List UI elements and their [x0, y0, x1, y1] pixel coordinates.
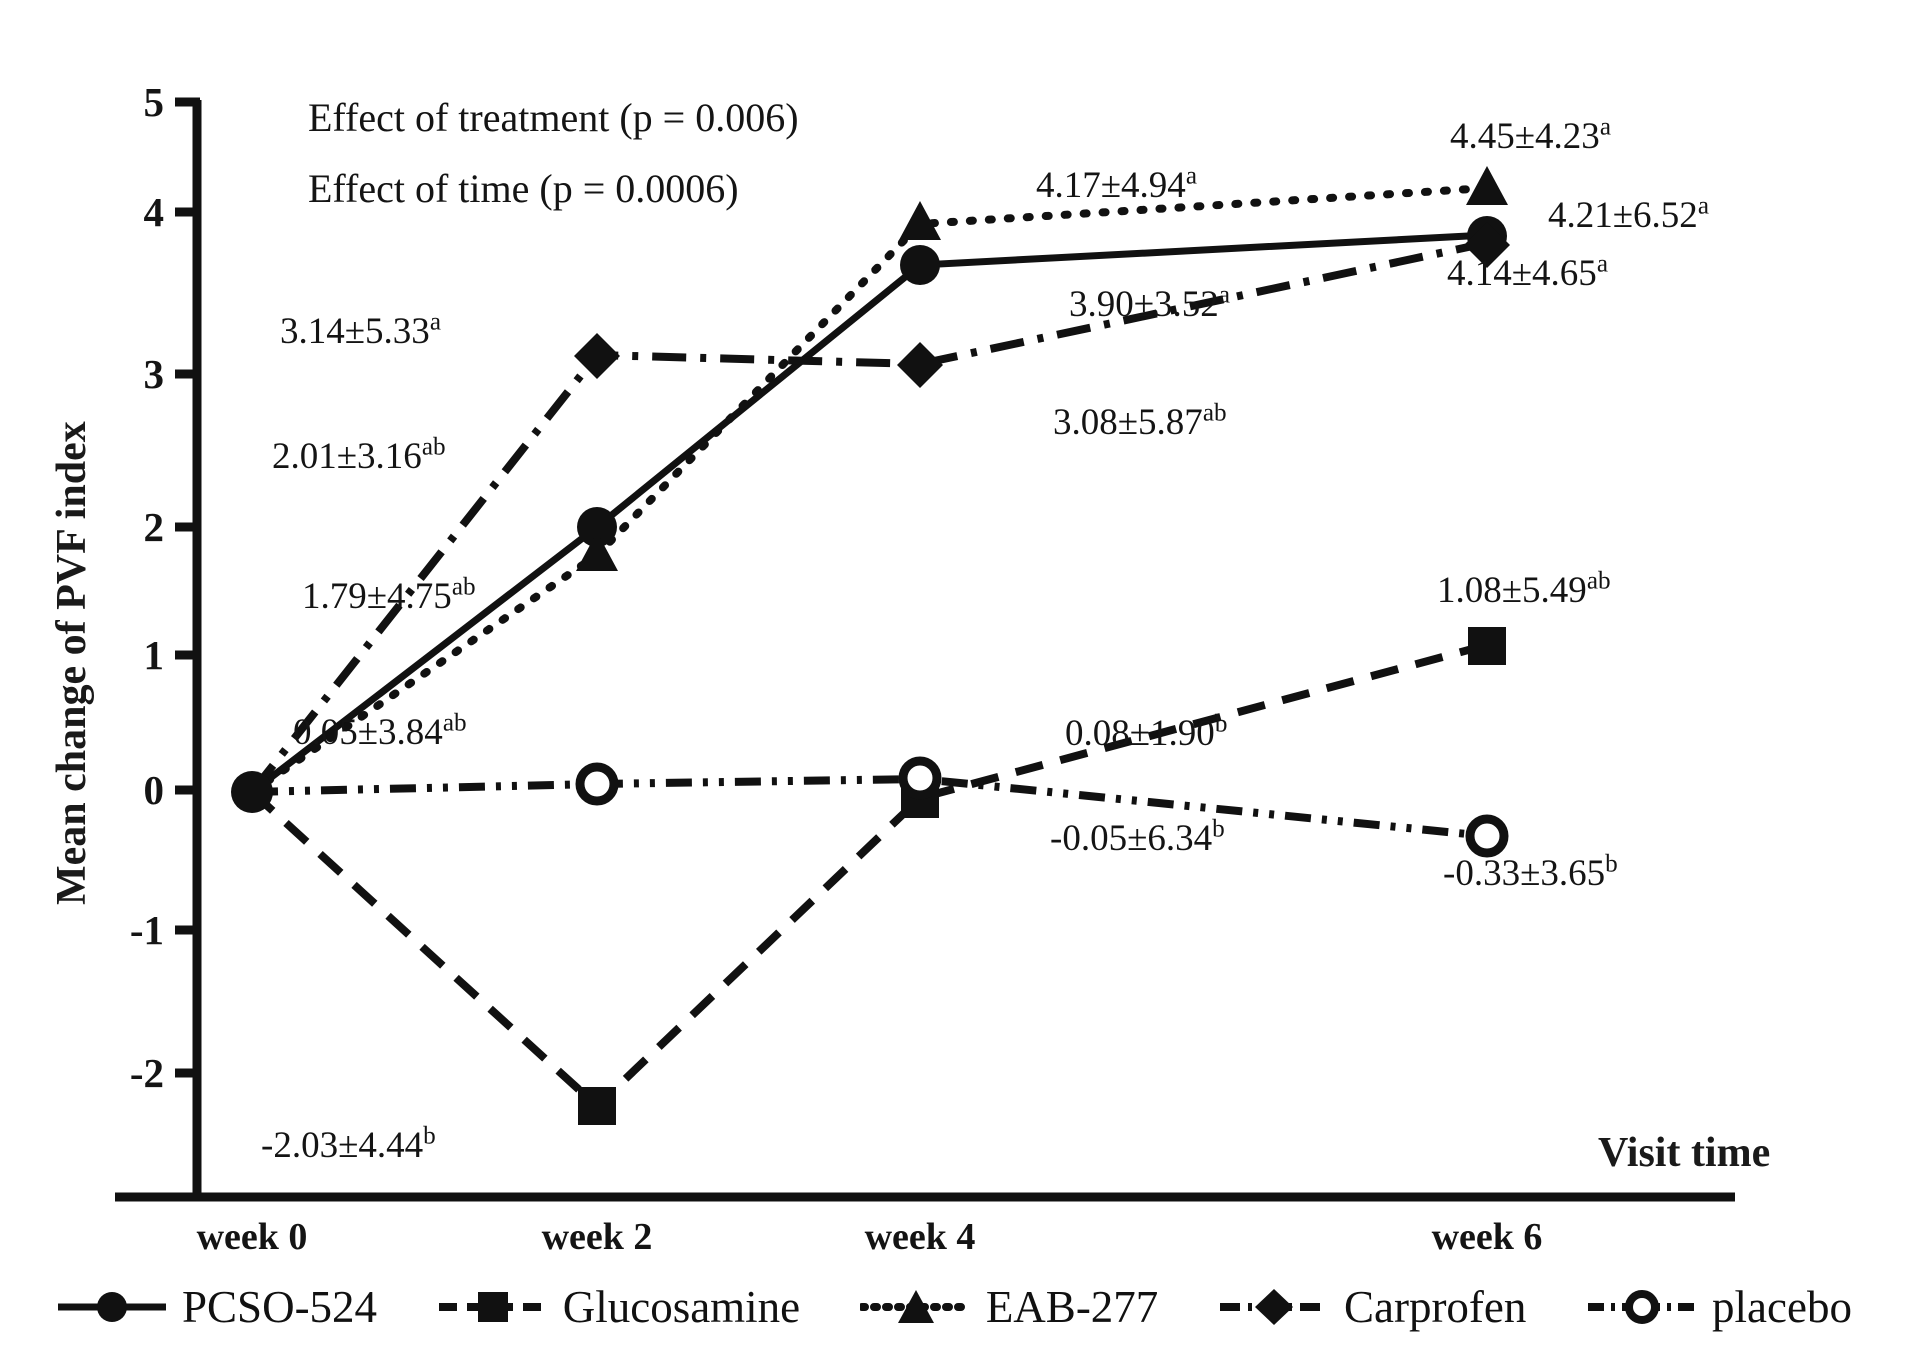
data-label-sup: b — [1605, 850, 1618, 878]
data-label-sup: a — [1596, 250, 1608, 278]
legend-item-pcso-524[interactable]: PCSO-524 — [56, 1281, 377, 1333]
marker-eab-277-week2 — [576, 532, 618, 571]
data-label-glucosamine-week6: 1.08±5.49ab — [1437, 569, 1611, 611]
data-label-sup: ab — [442, 709, 467, 737]
data-label-text: 4.17±4.94 — [1036, 165, 1186, 206]
data-label-eab-277-week4: 4.17±4.94a — [1036, 164, 1197, 206]
data-label-glucosamine-week2: -2.03±4.44b — [261, 1124, 436, 1166]
data-label-sup: b — [1212, 815, 1225, 843]
data-label-sup: b — [423, 1122, 436, 1150]
data-label-text: -2.03±4.44 — [261, 1125, 424, 1166]
dashed-square-key-icon — [438, 1292, 547, 1322]
legend-label-eab-277: EAB-277 — [985, 1282, 1159, 1332]
data-label-text: -0.05±6.34 — [1050, 818, 1213, 859]
y-tick-label-3: 3 — [143, 351, 165, 397]
data-label-text: 0.08±1.90 — [1065, 713, 1215, 754]
marker-eab-277-week4 — [899, 201, 941, 240]
dashdot-diamond-key-icon — [1219, 1289, 1328, 1325]
data-label-text: 1.08±5.49 — [1437, 570, 1587, 611]
y-axis-title: Mean change of PVF index — [49, 421, 95, 905]
y-tick-label-4: 4 — [143, 189, 165, 235]
series-line-pcso-524 — [249, 231, 1488, 795]
legend-label-glucosamine: Glucosamine — [562, 1282, 801, 1332]
data-label-sup: ab — [451, 573, 476, 601]
data-label-text: 3.14±5.33 — [280, 311, 430, 352]
marker-carprofen-week6 — [1464, 222, 1510, 268]
data-label-sup: ab — [1202, 399, 1227, 427]
data-label-sup: a — [1218, 281, 1230, 309]
data-label-sup: a — [1185, 162, 1197, 190]
data-label-text: 1.79±4.75 — [302, 576, 452, 617]
legend-label-placebo: placebo — [1712, 1282, 1852, 1332]
y-tick-label-1: 1 — [143, 632, 165, 678]
data-label-carprofen-week4: 3.08±5.87ab — [1053, 401, 1227, 443]
data-label-text: 3.08±5.87 — [1053, 402, 1203, 443]
x-tick-label-week-2: week 2 — [541, 1216, 653, 1258]
marker-placebo-week6 — [1465, 814, 1509, 858]
data-label-text: 2.01±3.16 — [272, 436, 422, 477]
marker-placebo-week2 — [575, 762, 619, 806]
data-label-pcso-524-week6: 4.21±6.52a — [1548, 194, 1709, 236]
data-label-text: 0.05±3.84 — [293, 712, 443, 753]
series-line-carprofen — [248, 239, 1488, 795]
data-label-sup: ab — [1586, 567, 1611, 595]
data-label-sup: a — [1599, 113, 1611, 141]
data-label-sup: b — [1214, 710, 1228, 738]
y-tick-label-5: 5 — [143, 79, 165, 125]
data-label-sup: a — [429, 308, 441, 336]
y-tick-label-neg-1: -1 — [129, 907, 164, 953]
data-label-text: 3.90±3.52 — [1069, 284, 1219, 325]
marker-carprofen-week4 — [897, 342, 943, 388]
marker-eab-277-week6 — [1466, 166, 1508, 205]
solid-circle-key-icon — [58, 1292, 166, 1322]
data-label-carprofen-week2: 3.14±5.33a — [280, 310, 441, 352]
x-tick-label-week-6: week 6 — [1431, 1216, 1543, 1258]
data-label-placebo-week6: -0.33±3.65b — [1443, 852, 1618, 894]
data-label-text: 4.21±6.52 — [1548, 195, 1698, 236]
legend-label-pcso-524: PCSO-524 — [182, 1282, 378, 1332]
data-label-glucosamine-week4: -0.05±6.34b — [1050, 817, 1225, 859]
annotation-effect-of-treatment: Effect of treatment (p = 0.006) — [308, 95, 799, 140]
series-line-eab-277 — [248, 184, 1491, 796]
x-axis-title: Visit time — [1598, 1130, 1771, 1176]
data-label-placebo-week4: 0.08±1.90b — [1065, 712, 1227, 754]
legend-item-placebo[interactable]: placebo — [1586, 1281, 1852, 1333]
data-label-sup: ab — [421, 433, 446, 461]
data-label-sup: a — [1697, 192, 1709, 220]
marker-carprofen-week2 — [574, 333, 620, 379]
legend-label-carprofen: Carprofen — [1343, 1282, 1527, 1332]
data-label-text: -0.33±3.65 — [1443, 853, 1606, 894]
series-line-placebo — [251, 774, 1488, 840]
y-tick-label-2: 2 — [143, 504, 165, 550]
data-label-eab-277-week6: 4.45±4.23a — [1450, 115, 1611, 157]
y-tick-label-0: 0 — [143, 767, 165, 813]
data-label-pcso-524-week4: 3.90±3.52a — [1069, 283, 1230, 325]
marker-week0-origin — [231, 771, 273, 813]
marker-pcso-524-week2 — [577, 507, 617, 547]
chart-legend: PCSO-524 Glucosamine EAB-277 Carprofen — [0, 1272, 1908, 1342]
data-label-carprofen-week6: 4.14±4.65a — [1447, 252, 1608, 294]
x-tick-label-week-0: week 0 — [196, 1216, 308, 1258]
data-label-eab-277-week2: 1.79±4.75ab — [302, 575, 476, 617]
data-label-pcso-524-week2: 2.01±3.16ab — [272, 435, 446, 477]
marker-glucosamine-week6 — [1468, 627, 1506, 665]
marker-placebo-week4 — [898, 756, 942, 800]
dashdotdot-opencircle-key-icon — [1588, 1290, 1697, 1324]
legend-item-glucosamine[interactable]: Glucosamine — [437, 1281, 800, 1333]
dotted-triangle-key-icon — [859, 1290, 972, 1323]
marker-glucosamine-week2 — [578, 1087, 616, 1125]
legend-item-carprofen[interactable]: Carprofen — [1218, 1281, 1526, 1333]
annotation-effect-of-time: Effect of time (p = 0.0006) — [308, 166, 739, 211]
data-label-text: 4.14±4.65 — [1447, 253, 1597, 294]
x-tick-label-week-4: week 4 — [864, 1216, 976, 1258]
series-line-glucosamine — [249, 641, 1489, 1112]
y-tick-label-neg-2: -2 — [129, 1050, 164, 1096]
marker-pcso-524-week4 — [900, 245, 940, 285]
legend-item-eab-277[interactable]: EAB-277 — [859, 1281, 1159, 1333]
y-tick-marks — [175, 97, 200, 1078]
data-label-text: 4.45±4.23 — [1450, 116, 1600, 157]
data-label-placebo-week2: 0.05±3.84ab — [293, 711, 467, 753]
